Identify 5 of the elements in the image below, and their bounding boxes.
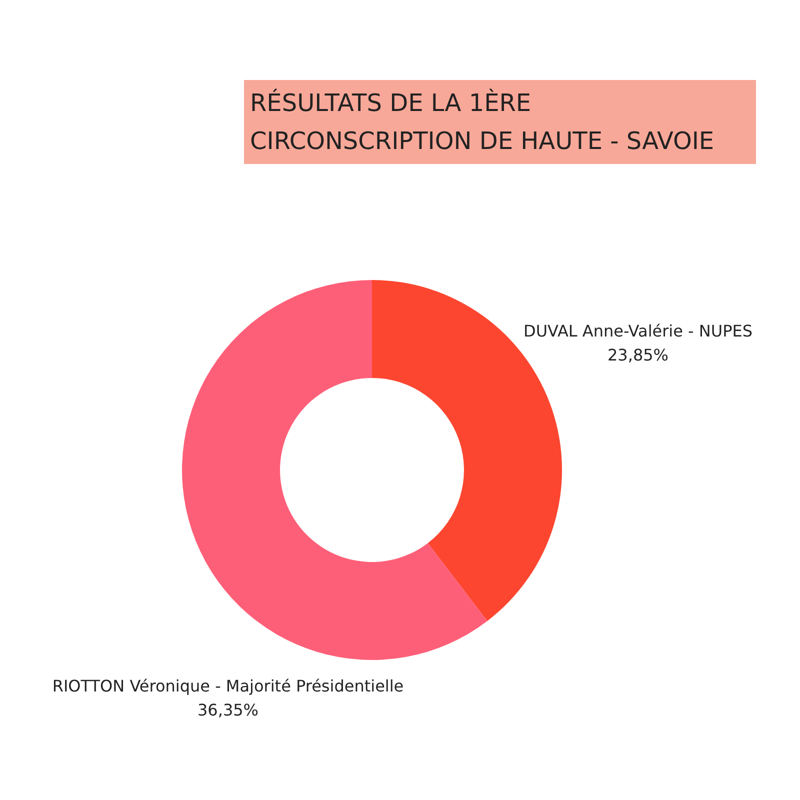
data-label: 23,85% [607,346,669,364]
chart-title: RÉSULTATS DE LA 1ÈRE CIRCONSCRIPTION DE HAUTE - SAVOIE [250,88,714,155]
slice-label: DUVAL Anne-Valérie - NUPES [523,322,753,340]
slice-label: RIOTTON Véronique - Majorité Présidentielle [52,676,404,696]
data-label: 36,35% [197,700,259,720]
